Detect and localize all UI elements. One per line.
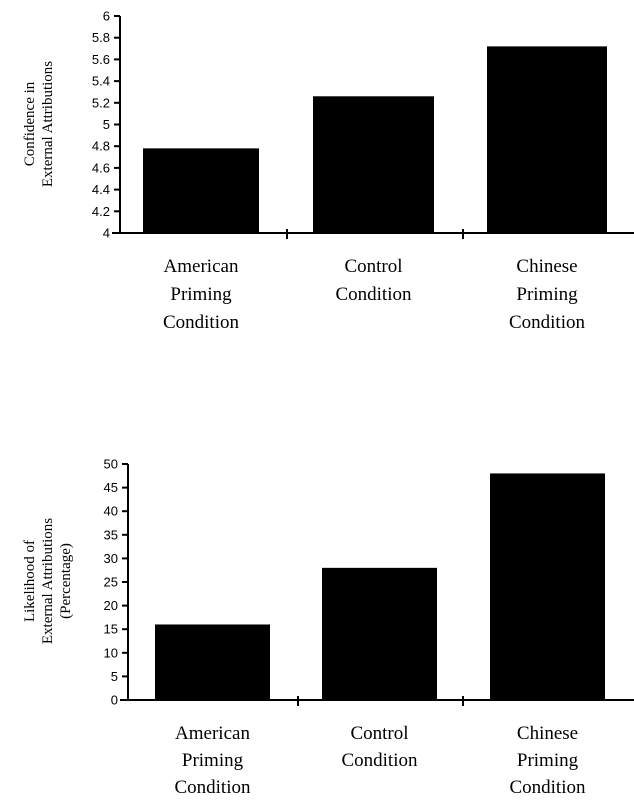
y-tick-label: 5.4	[92, 74, 110, 89]
y-tick-label: 0	[111, 693, 118, 708]
y-tick-label: 20	[104, 598, 118, 613]
chart-confidence: 4 4.2 4.4 4.6 4.8 5 5.2 5.4 5.6 5.8 6 American Primi…	[22, 9, 634, 333]
y-tick-label: 4.6	[92, 160, 110, 175]
y-tick-label: 10	[104, 645, 118, 660]
category-label: Control Condition	[335, 256, 412, 305]
y-axis-title: Confidence in External Attributions	[22, 61, 56, 187]
bar	[313, 96, 434, 233]
category-label-line: Condition	[509, 312, 586, 333]
y-tick-label: 35	[104, 527, 118, 542]
bar	[143, 148, 259, 233]
category-label-line: Control	[350, 723, 408, 744]
y-tick-label: 15	[104, 622, 118, 637]
y-tick-label: 5.6	[92, 52, 110, 67]
bar	[490, 473, 605, 700]
y-tick-label: 5.2	[92, 95, 110, 110]
category-label-line: Condition	[509, 777, 586, 798]
y-tick-label: 40	[104, 504, 118, 519]
y-axis-title-line: External Attributions	[40, 518, 56, 644]
category-label-line: American	[164, 256, 239, 277]
y-tick-label: 4.8	[92, 139, 110, 154]
bar	[322, 567, 437, 700]
category-label: Control Condition	[341, 723, 418, 771]
y-axis-title-line: (Percentage)	[58, 543, 74, 619]
category-label-line: Priming	[170, 284, 232, 305]
y-tick-label: 5	[111, 669, 118, 684]
category-label: Chinese Priming Condition	[509, 723, 586, 798]
category-label-line: Condition	[341, 750, 418, 771]
category-label-line: Condition	[335, 284, 412, 305]
chart-likelihood: 0 5 10 15 20 25 30 35 40 45 50 American Priming Condi…	[22, 457, 634, 798]
category-label-line: Chinese	[517, 723, 578, 744]
y-tick-label: 5	[103, 117, 110, 132]
category-label-line: Priming	[517, 750, 579, 771]
category-label-line: Condition	[174, 777, 251, 798]
y-tick-label: 4.4	[92, 182, 110, 197]
category-label: American Priming Condition	[163, 256, 240, 333]
category-label-line: Control	[344, 256, 402, 277]
bar	[155, 624, 270, 700]
y-tick-label: 4	[103, 226, 110, 241]
y-tick-label: 6	[103, 9, 110, 24]
y-axis-title-line: Likelihood of	[22, 540, 38, 622]
category-label: Chinese Priming Condition	[509, 256, 586, 333]
bar	[487, 46, 607, 233]
category-label-line: Priming	[516, 284, 578, 305]
y-axis-title-line: External Attributions	[40, 61, 56, 187]
y-tick-label: 30	[104, 551, 118, 566]
category-label-line: Chinese	[516, 256, 577, 277]
y-tick-label: 25	[104, 575, 118, 590]
category-label: American Priming Condition	[174, 723, 251, 798]
category-label-line: American	[175, 723, 250, 744]
category-label-line: Priming	[182, 750, 244, 771]
y-axis-title: Likelihood of External Attributions (Perce…	[22, 518, 74, 644]
y-tick-label: 45	[104, 480, 118, 495]
y-tick-label: 5.8	[92, 30, 110, 45]
y-tick-label: 50	[104, 457, 118, 472]
y-axis-title-line: Confidence in	[22, 81, 38, 166]
category-label-line: Condition	[163, 312, 240, 333]
y-tick-label: 4.2	[92, 204, 110, 219]
